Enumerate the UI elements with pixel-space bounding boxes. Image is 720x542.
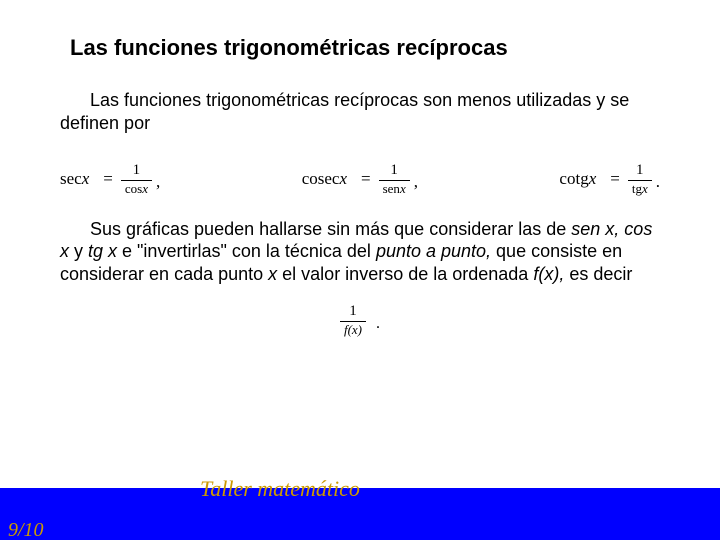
footer-title: Taller matemático [200,476,360,502]
explanation-paragraph: Sus gráficas pueden hallarse sin más que… [60,218,660,286]
formula-sec: secx = 1 cosx , [60,162,160,196]
slide-content: Las funciones trigonométricas recíprocas… [0,0,720,540]
footer-bar [0,488,720,540]
page-number: 9/10 [8,519,44,542]
fraction: 1 cosx [121,162,152,196]
formula-cosec: cosecx = 1 senx , [302,162,418,196]
intro-paragraph: Las funciones trigonométricas recíprocas… [60,89,660,134]
fraction: 1 tgx [628,162,652,196]
formula-row: secx = 1 cosx , cosecx = 1 senx , cotgx … [60,152,660,218]
slide-title: Las funciones trigonométricas recíprocas [70,35,660,61]
fraction: 1 senx [379,162,410,196]
final-formula: 1 f(x) . [60,303,660,337]
formula-cotg: cotgx = 1 tgx . [559,162,660,196]
fraction-final: 1 f(x) [340,303,366,337]
